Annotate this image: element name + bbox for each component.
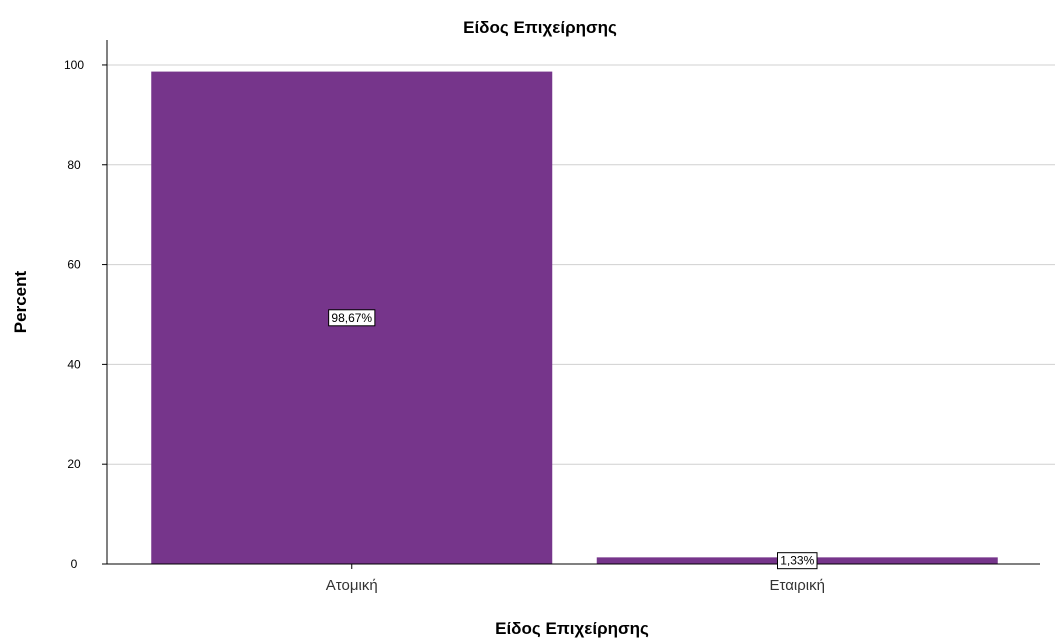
- data-label-text: 1,33%: [780, 554, 814, 568]
- y-axis-label: Percent: [11, 270, 30, 333]
- y-tick-label: 80: [67, 158, 81, 172]
- data-label: 98,67%: [328, 309, 376, 327]
- data-label-box: [328, 309, 376, 327]
- y-ticks: 0 20 40 60 80 100: [64, 58, 107, 571]
- data-labels: 98,67% 1,33%: [328, 309, 818, 570]
- x-tick-label: Εταιρική: [770, 577, 825, 594]
- x-tick-label: Ατομική: [326, 577, 378, 594]
- y-tick-label: 40: [67, 357, 81, 371]
- y-tick-label: 0: [71, 557, 78, 571]
- chart-title: Είδος Επιχείρησης: [463, 18, 617, 37]
- y-tick-label: 60: [67, 258, 81, 272]
- data-label-text: 98,67%: [331, 311, 372, 325]
- x-ticks: Ατομική Εταιρική: [326, 564, 825, 594]
- data-label: 1,33%: [777, 552, 818, 570]
- bars: [151, 71, 998, 564]
- y-tick-label: 100: [64, 58, 84, 72]
- data-label-box: [777, 552, 818, 570]
- y-tick-label: 20: [67, 457, 81, 471]
- x-axis-label: Είδος Επιχείρησης: [495, 619, 649, 638]
